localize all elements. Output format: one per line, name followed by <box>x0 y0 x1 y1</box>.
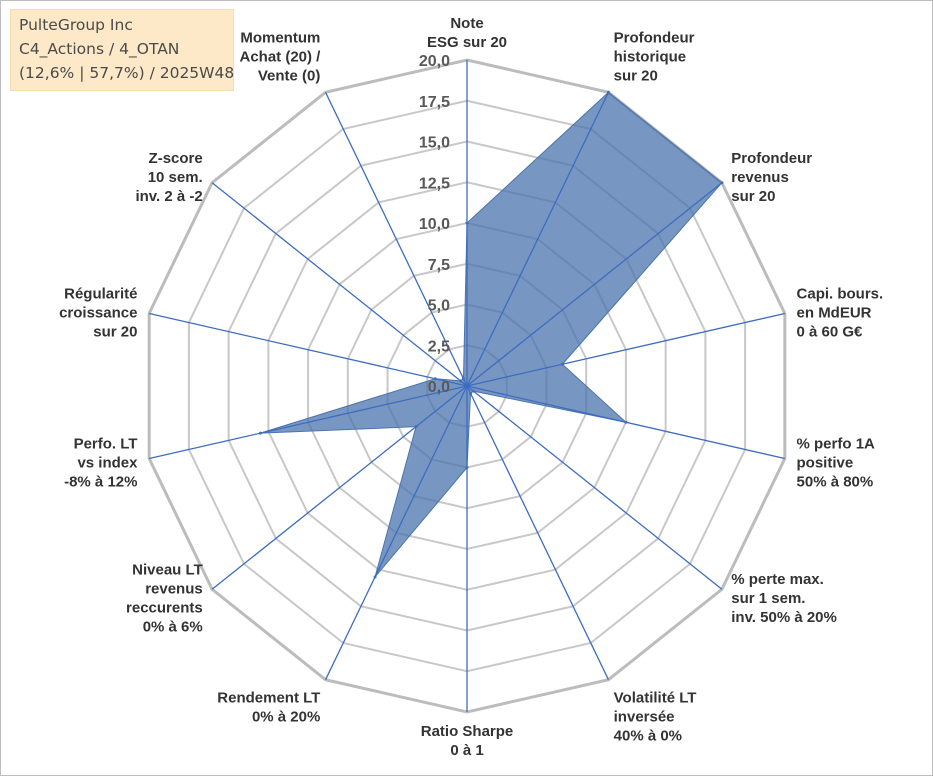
axis-label-line: -8% à 12% <box>64 474 137 491</box>
tick-label: 17,5 <box>419 94 450 111</box>
axis-label-line: revenus <box>731 169 789 186</box>
axis-label: Profondeur historique sur 20 <box>614 29 695 84</box>
axis-label: Volatilité LT inversée 40% à 0% <box>614 690 697 745</box>
axis-label-line: Rendement LT <box>217 690 320 707</box>
tick-label: 5,0 <box>428 298 450 315</box>
axis-label-line: Achat (20) / <box>239 48 321 65</box>
axis-label: Momentum Achat (20) / Vente (0) <box>239 29 321 84</box>
axis-label-line: inv. 2 à -2 <box>135 188 202 205</box>
axis-labels: Note ESG sur 20 Profondeur historique sur 20… <box>59 15 883 759</box>
axis-label: % perte max. sur 1 sem. inv. 50% à 20% <box>731 571 837 626</box>
axis-label-line: 0% à 6% <box>143 619 203 636</box>
axis-label-line: 50% à 80% <box>797 474 874 491</box>
axis-label-line: Profondeur <box>614 29 695 46</box>
axis-label-line: Z-score <box>149 150 203 167</box>
axis-spoke <box>466 312 785 387</box>
radar-axes <box>149 60 785 712</box>
tick-label: 15,0 <box>419 135 450 152</box>
axis-label: Perfo. LT vs index -8% à 12% <box>64 436 138 491</box>
axis-label-line: inv. 50% à 20% <box>731 609 837 626</box>
axis-label-line: sur 20 <box>731 188 775 205</box>
axis-label: Profondeur revenus sur 20 <box>731 150 812 205</box>
axis-label-line: % perte max. <box>731 571 824 588</box>
stats-line: (12,6% | 57,7%) / 2025W48 <box>19 64 235 82</box>
axis-spoke <box>211 182 468 387</box>
axis-spoke <box>149 312 468 387</box>
axis-label-line: croissance <box>59 304 137 321</box>
axis-spoke <box>324 385 468 680</box>
axis-label-line: Perfo. LT <box>74 436 138 453</box>
axis-label-line: Niveau LT <box>132 562 203 579</box>
tick-label: 0,0 <box>428 379 450 396</box>
axis-label: Capi. bours. en MdEUR 0 à 60 G€ <box>797 285 884 340</box>
axis-spoke <box>466 385 723 590</box>
axis-label-line: 0% à 20% <box>252 709 320 726</box>
axis-label: Ratio Sharpe 0 à 1 <box>421 723 514 759</box>
tick-label: 20,0 <box>419 53 450 70</box>
axis-label-line: revenus <box>145 581 203 598</box>
axis-label-line: en MdEUR <box>797 304 872 321</box>
axis-spoke <box>466 385 610 680</box>
tick-label: 2,5 <box>428 338 450 355</box>
axis-label-line: positive <box>797 455 854 472</box>
axis-spoke <box>466 385 785 460</box>
axis-label-line: sur 20 <box>93 323 137 340</box>
axis-spoke <box>149 385 468 460</box>
info-box: PulteGroup Inc C4_Actions / 4_OTAN (12,6… <box>10 9 234 91</box>
axis-spoke <box>211 385 468 590</box>
tick-label: 7,5 <box>428 257 450 274</box>
axis-label-line: sur 20 <box>614 67 658 84</box>
company-name: PulteGroup Inc <box>19 16 133 34</box>
tick-label: 12,5 <box>419 175 450 192</box>
axis-label-line: Momentum <box>240 29 320 46</box>
axis-label-line: inversée <box>614 709 675 726</box>
category-line: C4_Actions / 4_OTAN <box>19 40 180 58</box>
axis-spoke <box>324 92 468 387</box>
axis-label-line: reccurents <box>126 600 203 617</box>
axis-spoke <box>466 92 610 387</box>
axis-label-line: 40% à 0% <box>614 728 682 745</box>
axis-label: % perfo 1A positive 50% à 80% <box>797 436 876 491</box>
axis-label-line: Volatilité LT <box>614 690 697 707</box>
tick-label: 10,0 <box>419 216 450 233</box>
axis-spoke <box>466 182 723 387</box>
axis-label: Régularité croissance sur 20 <box>59 285 137 340</box>
axis-label-line: 0 à 1 <box>450 742 483 759</box>
axis-label: Rendement LT 0% à 20% <box>217 690 320 726</box>
axis-label-line: Capi. bours. <box>797 285 884 302</box>
axis-label-line: Note <box>450 15 483 32</box>
axis-label-line: vs index <box>77 455 138 472</box>
axis-label-line: Vente (0) <box>258 67 321 84</box>
axis-label-line: Ratio Sharpe <box>421 723 514 740</box>
axis-label: Note ESG sur 20 <box>427 15 507 51</box>
axis-label: Niveau LT revenus reccurents 0% à 6% <box>126 562 203 636</box>
axis-label-line: ESG sur 20 <box>427 34 507 51</box>
axis-label-line: sur 1 sem. <box>731 590 805 607</box>
axis-label-line: 10 sem. <box>148 169 203 186</box>
axis-label-line: historique <box>614 48 687 65</box>
radial-tick-labels: 0,0 2,5 5,0 7,5 10,0 12,5 15,0 17,5 20,0 <box>419 53 450 396</box>
axis-label-line: Régularité <box>64 285 137 302</box>
axis-label-line: Profondeur <box>731 150 812 167</box>
axis-label-line: % perfo 1A <box>797 436 876 453</box>
axis-label: Z-score 10 sem. inv. 2 à -2 <box>135 150 202 205</box>
axis-label-line: 0 à 60 G€ <box>797 323 864 340</box>
